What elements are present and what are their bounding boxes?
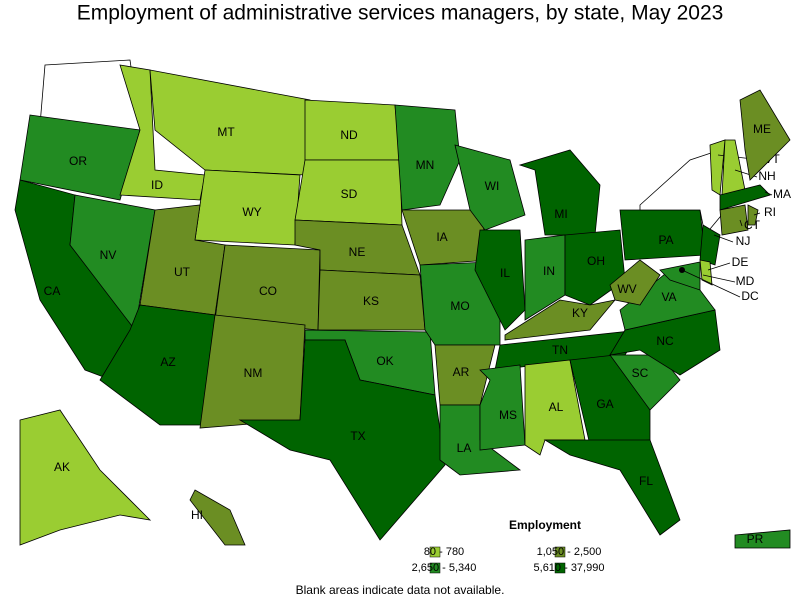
leader-line	[753, 212, 761, 216]
state-label: UT	[174, 265, 191, 279]
legend-label: 2,650 - 5,340	[412, 562, 477, 574]
state	[609, 259, 661, 306]
state-label: RI	[764, 205, 776, 219]
state-label: IN	[543, 264, 555, 278]
state-label: WI	[485, 179, 500, 193]
state-label: NE	[349, 245, 366, 259]
state	[543, 439, 681, 536]
legend-title: Employment	[509, 518, 581, 532]
state-label: IL	[500, 266, 510, 280]
legend-swatch	[429, 546, 441, 558]
state-label: MO	[450, 299, 469, 313]
state	[19, 409, 152, 546]
state-label: ND	[340, 128, 358, 142]
state	[747, 204, 759, 226]
state-label: OK	[376, 354, 393, 368]
state-label: GA	[596, 397, 613, 411]
leader-line	[739, 219, 743, 227]
state	[479, 364, 526, 451]
state	[699, 259, 713, 286]
state-label: WY	[242, 205, 261, 219]
leader-line	[702, 274, 736, 283]
state	[474, 229, 526, 331]
note: Blank areas indicate data not available.	[296, 583, 505, 597]
legend-label: 5,610 - 37,990	[534, 562, 605, 574]
state-label: VA	[661, 290, 676, 304]
state	[394, 104, 461, 211]
state-label: OH	[587, 254, 605, 268]
state-label: NC	[656, 334, 674, 348]
leader-line	[764, 191, 773, 196]
state-label: OR	[69, 154, 87, 168]
state-label: FL	[639, 474, 653, 488]
state	[739, 89, 791, 181]
legend-swatch	[554, 562, 566, 574]
state	[719, 184, 771, 211]
state-label: DC	[741, 289, 759, 303]
state	[518, 149, 601, 236]
state	[721, 139, 746, 196]
leader-line	[713, 234, 734, 243]
map-title: Employment of administrative services ma…	[77, 2, 724, 25]
state-label: MI	[554, 207, 567, 221]
legend: 80 - 780 1,050 - 2,500 2,650 - 5,340 5,610 …	[412, 546, 605, 574]
state	[734, 529, 791, 549]
state-label: IA	[436, 230, 447, 244]
state-label: NJ	[736, 234, 751, 248]
state-label: MA	[773, 187, 791, 201]
state-label: SD	[341, 187, 358, 201]
state-label: NV	[100, 248, 117, 262]
state-label: CO	[259, 284, 277, 298]
state-label: MT	[217, 125, 235, 139]
state	[149, 69, 311, 176]
state	[238, 339, 446, 541]
state-label: AR	[453, 365, 470, 379]
state-label: HI	[191, 508, 203, 522]
leader-line	[681, 269, 741, 298]
state-label: AZ	[160, 355, 175, 369]
state	[19, 114, 141, 201]
state-label: MN	[416, 158, 435, 172]
state-label: AK	[54, 460, 70, 474]
leader-line	[707, 262, 731, 271]
state	[659, 261, 701, 291]
state-label: WV	[617, 282, 636, 296]
state-label: MS	[499, 408, 517, 422]
state-label: MD	[736, 274, 755, 288]
state	[609, 354, 681, 411]
state-label: KS	[363, 294, 379, 308]
legend-swatch	[554, 546, 566, 558]
state	[699, 224, 721, 266]
state-label: KY	[572, 306, 588, 320]
legend-swatch	[429, 562, 441, 574]
state-label: CA	[44, 284, 61, 298]
state-label: SC	[632, 366, 649, 380]
state-label: TX	[350, 429, 365, 443]
state-label: PA	[658, 233, 673, 247]
state-label: DE	[732, 255, 749, 269]
state-label: ID	[151, 178, 163, 192]
legend-label: 80 - 780	[424, 546, 464, 558]
legend-label: 1,050 - 2,500	[537, 546, 602, 558]
states: OR CA NV ID MT WY UT CO AZ NM ND SD NE KS OK TX MN IA MO AR…	[14, 59, 791, 549]
state-label: NH	[758, 169, 775, 183]
state-label: ME	[753, 122, 771, 136]
state	[189, 489, 246, 546]
state-label: NM	[244, 366, 263, 380]
state-label: TN	[552, 343, 568, 357]
state-label: AL	[549, 400, 564, 414]
state	[719, 204, 749, 236]
state-label: PR	[747, 532, 764, 546]
state-label: LA	[457, 441, 472, 455]
state	[639, 149, 731, 236]
state	[454, 144, 526, 231]
